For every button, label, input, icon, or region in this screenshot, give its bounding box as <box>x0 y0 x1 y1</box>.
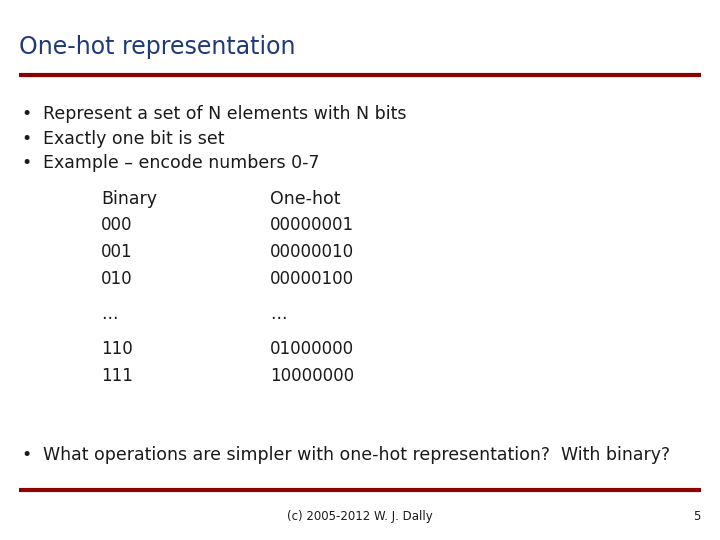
Text: 10000000: 10000000 <box>270 367 354 385</box>
Text: 111: 111 <box>101 367 132 385</box>
Text: 5: 5 <box>693 510 701 523</box>
Text: •: • <box>22 446 32 463</box>
Text: •: • <box>22 130 32 147</box>
Text: 010: 010 <box>101 270 132 288</box>
Text: Example – encode numbers 0-7: Example – encode numbers 0-7 <box>43 154 320 172</box>
Text: 110: 110 <box>101 340 132 358</box>
Text: (c) 2005-2012 W. J. Dally: (c) 2005-2012 W. J. Dally <box>287 510 433 523</box>
Text: One-hot representation: One-hot representation <box>19 35 296 59</box>
Text: 01000000: 01000000 <box>270 340 354 358</box>
Text: What operations are simpler with one-hot representation?  With binary?: What operations are simpler with one-hot… <box>43 446 670 463</box>
Text: Exactly one bit is set: Exactly one bit is set <box>43 130 225 147</box>
Text: One-hot: One-hot <box>270 190 341 208</box>
Text: 001: 001 <box>101 243 132 261</box>
Text: 000: 000 <box>101 216 132 234</box>
Text: Binary: Binary <box>101 190 157 208</box>
Text: Represent a set of N elements with N bits: Represent a set of N elements with N bit… <box>43 105 407 123</box>
Text: …: … <box>270 305 287 323</box>
Text: 00000100: 00000100 <box>270 270 354 288</box>
Text: 00000001: 00000001 <box>270 216 354 234</box>
Text: 00000010: 00000010 <box>270 243 354 261</box>
Text: …: … <box>101 305 117 323</box>
Text: •: • <box>22 105 32 123</box>
Text: •: • <box>22 154 32 172</box>
